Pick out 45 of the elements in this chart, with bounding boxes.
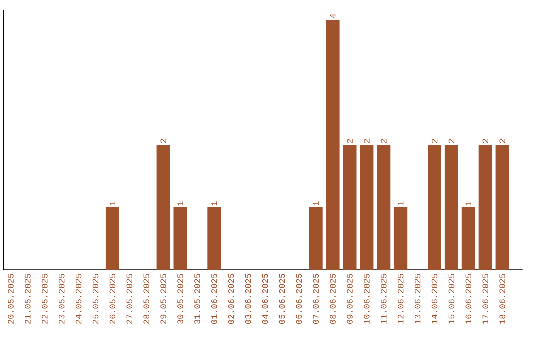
x-tick-label: 29.05.2025 [160, 274, 166, 324]
x-tick-label: 28.05.2025 [144, 274, 150, 324]
data-label: 1 [212, 202, 218, 206]
data-label: 2 [448, 139, 455, 144]
x-tick-label: 11.06.2025 [381, 274, 387, 324]
data-label: 2 [160, 139, 166, 144]
x-tick-label: 23.05.2025 [58, 274, 65, 324]
x-tick-label: 12.06.2025 [398, 274, 404, 324]
data-label: 1 [398, 202, 404, 206]
x-tick-label: 10.06.2025 [364, 274, 370, 324]
x-tick-label: 26.05.2025 [110, 274, 116, 324]
data-label: 2 [482, 139, 488, 144]
data-label: 2 [381, 139, 387, 144]
x-tick-label: 14.06.2025 [432, 274, 438, 324]
x-tick-label: 13.06.2025 [414, 274, 421, 324]
x-tick-label: 03.06.2025 [245, 274, 252, 324]
x-tick-label: 09.06.2025 [347, 274, 353, 324]
x-tick-label: 25.05.2025 [92, 274, 99, 324]
data-label: 1 [313, 202, 319, 206]
x-tick-label: 01.06.2025 [212, 274, 218, 324]
x-tick-label: 30.05.2025 [178, 274, 184, 324]
data-label: 2 [364, 139, 370, 144]
x-tick-label: 22.05.2025 [42, 274, 48, 324]
data-label: 4 [330, 14, 336, 18]
x-tick-label: 27.05.2025 [126, 274, 133, 324]
x-tick-label: 21.05.2025 [25, 274, 31, 324]
x-tick-label: 07.06.2025 [313, 274, 319, 324]
x-tick-label: 18.06.2025 [500, 274, 506, 324]
x-tick-label: 31.05.2025 [194, 274, 200, 324]
x-tick-label: 05.06.2025 [279, 274, 286, 324]
x-tick-label: 15.06.2025 [448, 274, 455, 324]
x-tick-label: 04.06.2025 [262, 274, 268, 324]
x-tick-label: 06.06.2025 [296, 274, 302, 324]
data-label: 2 [500, 139, 506, 144]
data-label: 1 [466, 202, 472, 206]
x-tick-label: 20.05.2025 [8, 274, 14, 324]
data-label: 1 [178, 202, 184, 206]
data-label: 2 [432, 139, 438, 144]
x-tick-label: 17.06.2025 [482, 274, 488, 324]
x-tick-label: 24.05.2025 [76, 274, 82, 324]
x-tick-label: 08.06.2025 [330, 274, 336, 324]
data-label: 1 [110, 202, 116, 206]
data-label: 2 [347, 139, 353, 144]
x-tick-label: 16.06.2025 [466, 274, 472, 324]
x-tick-label: 02.06.2025 [228, 274, 234, 324]
